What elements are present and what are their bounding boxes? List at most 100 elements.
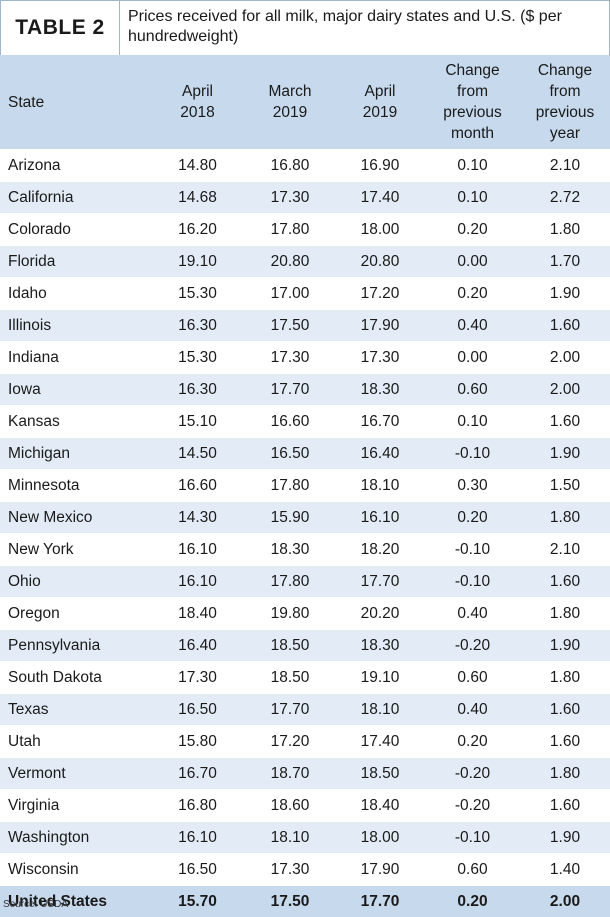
cell: 17.20 <box>245 726 335 758</box>
cell: 2.00 <box>520 374 610 406</box>
row-label: Florida <box>0 246 150 278</box>
cell: 18.10 <box>335 694 425 726</box>
cell: 14.50 <box>150 438 245 470</box>
cell: 17.30 <box>150 662 245 694</box>
cell: 0.60 <box>425 374 520 406</box>
row-label: Utah <box>0 726 150 758</box>
cell: 17.70 <box>335 886 425 917</box>
cell: 18.60 <box>245 790 335 822</box>
cell: 15.80 <box>150 726 245 758</box>
cell: 17.70 <box>335 566 425 598</box>
header-line: month <box>425 123 520 144</box>
cell: 15.90 <box>245 502 335 534</box>
cell: 19.10 <box>335 662 425 694</box>
cell: -0.10 <box>425 534 520 566</box>
header-line: 2018 <box>150 102 245 123</box>
cell: 0.20 <box>425 502 520 534</box>
cell: 1.90 <box>520 630 610 662</box>
cell: 0.20 <box>425 214 520 246</box>
cell: 1.80 <box>520 662 610 694</box>
cell: 16.80 <box>150 790 245 822</box>
cell: 0.60 <box>425 662 520 694</box>
cell: 15.70 <box>150 886 245 917</box>
cell: -0.20 <box>425 758 520 790</box>
cell: 15.30 <box>150 278 245 310</box>
row-label: Kansas <box>0 406 150 438</box>
cell: 0.20 <box>425 278 520 310</box>
cell: 17.40 <box>335 726 425 758</box>
column-header: State <box>0 55 150 150</box>
row-label: Pennsylvania <box>0 630 150 662</box>
cell: 16.10 <box>335 502 425 534</box>
cell: 1.80 <box>520 214 610 246</box>
source-note: Source: USDA <box>3 899 68 910</box>
cell: 18.50 <box>245 662 335 694</box>
cell: 0.10 <box>425 150 520 182</box>
header-line: March <box>245 81 335 102</box>
cell: 16.60 <box>150 470 245 502</box>
row-label: Minnesota <box>0 470 150 502</box>
header-line: Change <box>425 60 520 81</box>
cell: 1.60 <box>520 406 610 438</box>
cell: -0.10 <box>425 566 520 598</box>
cell: 16.40 <box>335 438 425 470</box>
row-label: New Mexico <box>0 502 150 534</box>
header-line: April <box>335 81 425 102</box>
cell: 17.90 <box>335 310 425 342</box>
cell: 0.40 <box>425 598 520 630</box>
cell: 18.40 <box>335 790 425 822</box>
cell: 20.80 <box>245 246 335 278</box>
cell: 17.00 <box>245 278 335 310</box>
cell: 0.00 <box>425 246 520 278</box>
cell: 17.90 <box>335 854 425 886</box>
cell: 0.20 <box>425 886 520 917</box>
cell: 2.00 <box>520 886 610 917</box>
row-label: Arizona <box>0 150 150 182</box>
cell: -0.10 <box>425 438 520 470</box>
cell: 1.80 <box>520 598 610 630</box>
row-label: California <box>0 182 150 214</box>
cell: 1.70 <box>520 246 610 278</box>
cell: 18.30 <box>245 534 335 566</box>
cell: 1.60 <box>520 726 610 758</box>
cell: 16.50 <box>150 854 245 886</box>
cell: 19.80 <box>245 598 335 630</box>
row-label: South Dakota <box>0 662 150 694</box>
cell: 18.10 <box>335 470 425 502</box>
cell: 16.20 <box>150 214 245 246</box>
row-label: Oregon <box>0 598 150 630</box>
cell: 14.80 <box>150 150 245 182</box>
row-label: Ohio <box>0 566 150 598</box>
header-line: previous <box>425 102 520 123</box>
cell: 16.90 <box>335 150 425 182</box>
cell: 0.40 <box>425 694 520 726</box>
row-label: Virginia <box>0 790 150 822</box>
cell: 17.80 <box>245 470 335 502</box>
cell: 16.30 <box>150 374 245 406</box>
cell: 16.10 <box>150 822 245 854</box>
row-label: New York <box>0 534 150 566</box>
row-label: Colorado <box>0 214 150 246</box>
cell: 0.60 <box>425 854 520 886</box>
cell: 1.80 <box>520 758 610 790</box>
cell: 16.10 <box>150 534 245 566</box>
header-line: Change <box>520 60 610 81</box>
